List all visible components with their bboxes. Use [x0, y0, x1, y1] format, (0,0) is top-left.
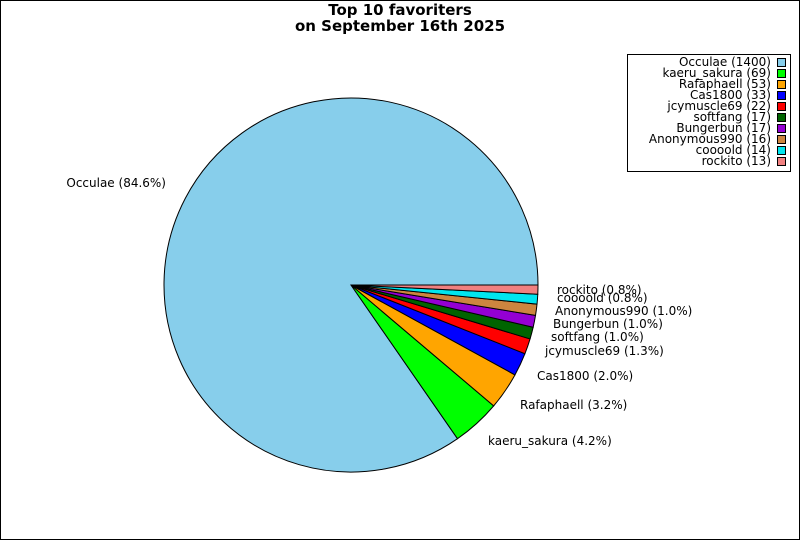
legend-swatch [777, 157, 786, 166]
slice-label-softfang: softfang (1.0%) [551, 330, 644, 344]
slice-label-cas1800: Cas1800 (2.0%) [537, 369, 633, 383]
legend-label: Occulae (1400) [678, 55, 771, 69]
legend-label: Anonymous990 (16) [648, 132, 771, 146]
legend-swatch [777, 80, 786, 89]
slice-label-occulae: Occulae (84.6%) [66, 176, 166, 190]
legend-swatch [777, 135, 786, 144]
legend-swatch [777, 124, 786, 133]
legend-label: Rafaphaell (53) [678, 77, 771, 91]
legend-item: coooold (14) [628, 143, 786, 157]
legend-item: Cas1800 (33) [628, 88, 786, 102]
legend-item: Rafaphaell (53) [628, 77, 786, 91]
chart-title-line-1: Top 10 favoriters [328, 1, 472, 19]
legend-item: rockito (13) [628, 154, 786, 168]
legend-swatch [777, 102, 786, 111]
slice-label-anonymous990: Anonymous990 (1.0%) [555, 304, 692, 318]
legend-swatch [777, 69, 786, 78]
slice-label-rafaphaell: Rafaphaell (3.2%) [520, 398, 627, 412]
legend-label: kaeru_sakura (69) [662, 66, 771, 80]
legend-swatch [777, 113, 786, 122]
legend-label: Bungerbun (17) [676, 121, 771, 135]
legend-swatch [777, 91, 786, 100]
legend-label: Cas1800 (33) [690, 88, 771, 102]
legend-item: jcymuscle69 (22) [628, 99, 786, 113]
legend-item: softfang (17) [628, 110, 786, 124]
chart-legend: Occulae (1400) kaeru_sakura (69) Rafaphael… [627, 54, 791, 172]
slice-label-coooold: coooold (0.8%) [557, 291, 648, 305]
legend-swatch [777, 146, 786, 155]
pie-slice-rockito [350, 284, 539, 295]
legend-label: softfang (17) [693, 110, 771, 124]
chart-title: Top 10 favoriters on September 16th 2025 [0, 2, 800, 34]
legend-item: Anonymous990 (16) [628, 132, 786, 146]
legend-item: Occulae (1400) [628, 55, 786, 69]
legend-label: jcymuscle69 (22) [667, 99, 771, 113]
legend-item: Bungerbun (17) [628, 121, 786, 135]
legend-swatch [777, 58, 786, 67]
legend-label: coooold (14) [695, 143, 771, 157]
legend-item: kaeru_sakura (69) [628, 66, 786, 80]
chart-title-line-2: on September 16th 2025 [294, 17, 506, 35]
slice-label-jcymuscle69: jcymuscle69 (1.3%) [544, 344, 664, 358]
slice-label-rockito: rockito (0.8%) [557, 283, 642, 297]
slice-label-kaeru-sakura: kaeru_sakura (4.2%) [488, 434, 612, 448]
legend-label: rockito (13) [701, 154, 771, 168]
slice-label-bungerbun: Bungerbun (1.0%) [553, 317, 663, 331]
